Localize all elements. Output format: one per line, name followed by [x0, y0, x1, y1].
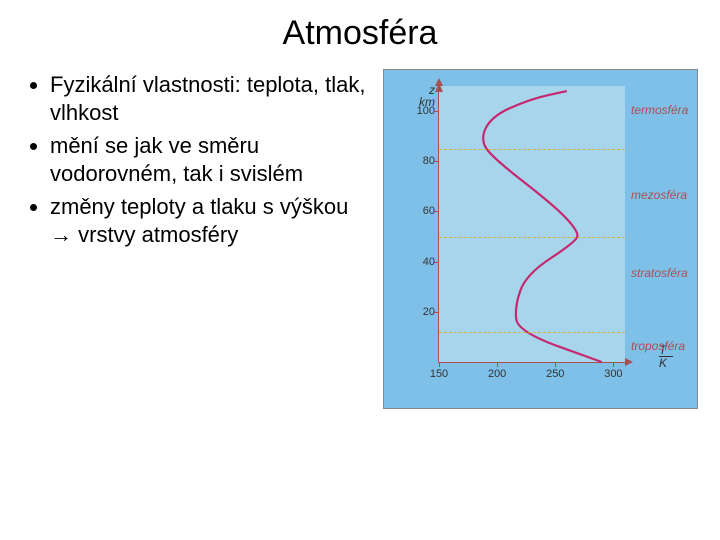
x-axis-unit: K — [659, 357, 673, 370]
y-axis-arrow-icon — [435, 78, 443, 86]
x-tick-label: 250 — [546, 368, 564, 380]
y-tick-mark — [434, 211, 439, 212]
x-tick-label: 150 — [430, 368, 448, 380]
x-tick-label: 200 — [488, 368, 506, 380]
y-tick-label: 100 — [413, 105, 435, 117]
chart-plot-area: z km T K 20406080100150200250300trop — [438, 86, 625, 363]
y-tick-mark — [434, 262, 439, 263]
x-tick-mark — [555, 362, 556, 367]
x-axis-arrow-icon — [625, 358, 633, 366]
layer-boundary-line — [439, 332, 625, 333]
x-tick-label: 300 — [604, 368, 622, 380]
list-item: mění se jak ve směru vodorovném, tak i s… — [50, 132, 373, 187]
content-row: Fyzikální vlastnosti: teplota, tlak, vlh… — [0, 63, 720, 409]
atmosphere-chart: z km T K 20406080100150200250300trop — [383, 69, 698, 409]
temperature-curve — [439, 86, 625, 362]
y-tick-label: 60 — [413, 205, 435, 217]
x-tick-mark — [439, 362, 440, 367]
y-tick-label: 80 — [413, 155, 435, 167]
slide: Atmosféra Fyzikální vlastnosti: teplota,… — [0, 0, 720, 540]
list-item: Fyzikální vlastnosti: teplota, tlak, vlh… — [50, 71, 373, 126]
layer-boundary-line — [439, 237, 625, 238]
x-tick-mark — [497, 362, 498, 367]
y-tick-mark — [434, 111, 439, 112]
layer-label: mezosféra — [631, 188, 687, 202]
list-item: změny teploty a tlaku s výškou → vrstvy … — [50, 193, 373, 248]
page-title: Atmosféra — [0, 0, 720, 63]
bullet-list: Fyzikální vlastnosti: teplota, tlak, vlh… — [0, 63, 383, 254]
layer-label: troposféra — [631, 339, 685, 353]
y-tick-mark — [434, 161, 439, 162]
layer-label: termosféra — [631, 103, 688, 117]
y-tick-label: 20 — [413, 306, 435, 318]
y-tick-label: 40 — [413, 256, 435, 268]
x-tick-mark — [613, 362, 614, 367]
layer-boundary-line — [439, 149, 625, 150]
layer-label: stratosféra — [631, 266, 688, 280]
y-tick-mark — [434, 312, 439, 313]
